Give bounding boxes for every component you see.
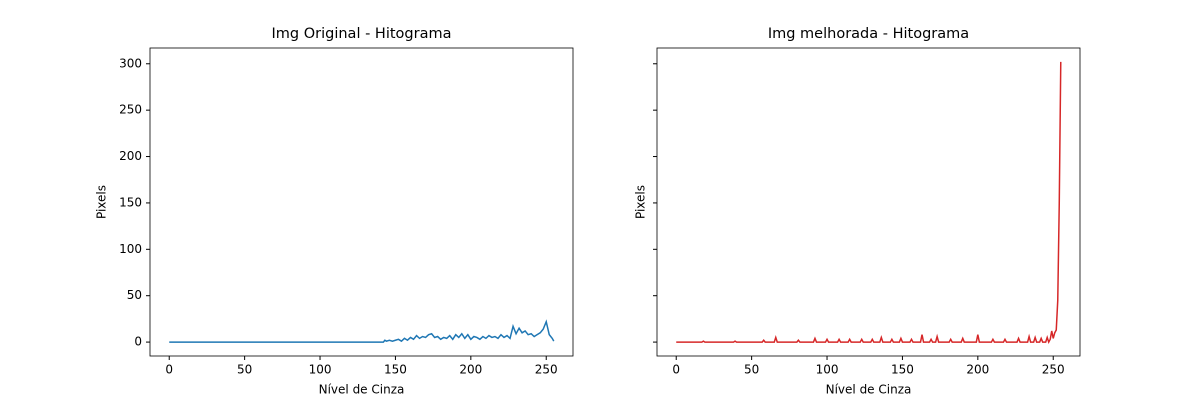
x-axis-label: Nível de Cinza (319, 383, 405, 397)
y-axis-label: Pixels (634, 185, 648, 219)
y-tick-label: 300 (119, 56, 142, 70)
y-axis-label: Pixels (95, 185, 109, 219)
y-tick-label: 100 (119, 242, 142, 256)
x-tick-label: 250 (535, 363, 558, 377)
axes-frame (656, 47, 1081, 357)
x-tick-label: 0 (672, 363, 680, 377)
y-tick-label: 250 (119, 103, 142, 117)
x-tick-label: 150 (891, 363, 914, 377)
x-axis-label: Nível de Cinza (826, 383, 912, 397)
x-tick-label: 250 (1042, 363, 1065, 377)
x-tick-label: 150 (384, 363, 407, 377)
y-tick-label: 0 (134, 335, 142, 349)
x-tick-label: 50 (237, 363, 252, 377)
x-tick-label: 200 (966, 363, 989, 377)
y-tick-label: 50 (127, 288, 142, 302)
data-line (676, 61, 1062, 344)
data-line (169, 319, 555, 343)
y-tick-label: 150 (119, 195, 142, 209)
chart-title: Img Original - Hitograma (272, 26, 452, 42)
x-tick-label: 0 (165, 363, 173, 377)
x-tick-label: 200 (459, 363, 482, 377)
y-tick-label: 200 (119, 149, 142, 163)
axes-frame (149, 47, 574, 357)
x-tick-label: 100 (816, 363, 839, 377)
x-tick-label: 50 (744, 363, 759, 377)
x-tick-label: 100 (309, 363, 332, 377)
chart-title: Img melhorada - Hitograma (768, 26, 969, 42)
